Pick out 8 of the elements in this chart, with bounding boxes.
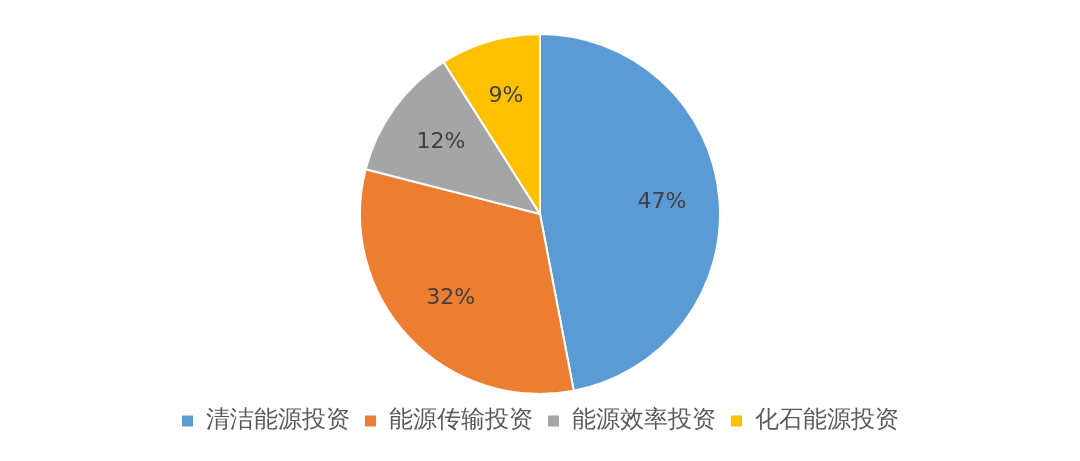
legend-label: 能源效率投资 (572, 405, 716, 434)
data-label: 12% (416, 127, 466, 153)
data-label: 9% (488, 82, 524, 108)
legend-label: 化石能源投资 (755, 405, 899, 434)
data-label: 47% (637, 188, 687, 214)
data-label: 32% (426, 283, 476, 309)
legend-label: 清洁能源投资 (206, 405, 350, 434)
legend-label: 能源传输投资 (389, 405, 533, 434)
